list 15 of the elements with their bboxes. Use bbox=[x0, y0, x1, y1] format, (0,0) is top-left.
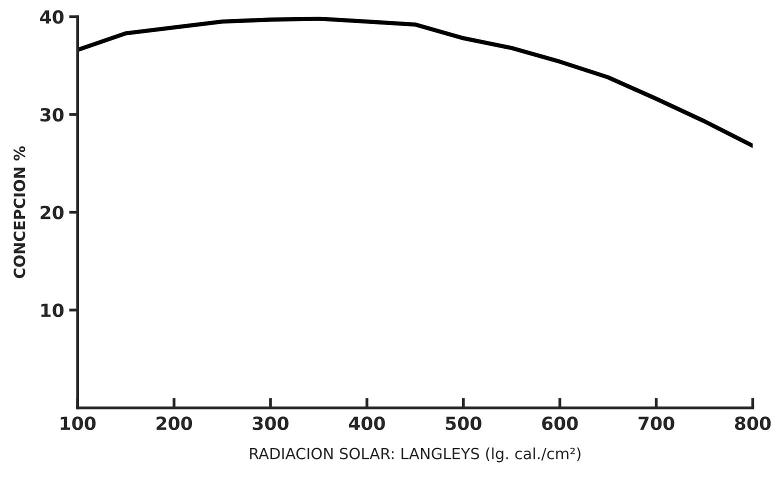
x-tick-label: 200 bbox=[156, 416, 192, 430]
line-series bbox=[78, 16, 753, 148]
y-tick-label: 20 bbox=[40, 206, 64, 220]
x-tick-label: 100 bbox=[60, 416, 96, 430]
x-tick-label: 800 bbox=[734, 416, 771, 430]
x-axis-title: RADIACION SOLAR: LANGLEYS (lg. cal./cm²) bbox=[250, 448, 580, 462]
y-axis-title: CONCEPCION % bbox=[14, 146, 26, 278]
x-tick-label: 300 bbox=[252, 416, 288, 430]
y-tick-label: 40 bbox=[40, 10, 64, 24]
x-tick-label: 600 bbox=[542, 416, 578, 430]
x-tick-label: 400 bbox=[348, 416, 385, 430]
y-tick-label: 10 bbox=[41, 304, 64, 318]
y-tick-label: 30 bbox=[40, 108, 64, 122]
x-tick-label: 700 bbox=[638, 416, 674, 430]
x-tick-label: 500 bbox=[446, 416, 482, 430]
